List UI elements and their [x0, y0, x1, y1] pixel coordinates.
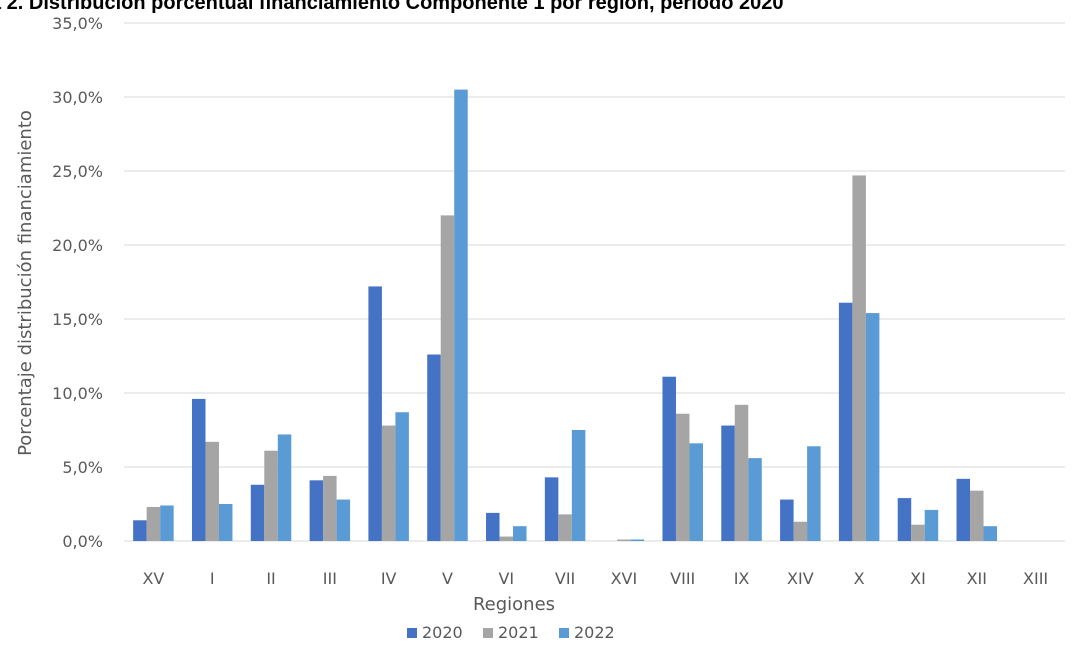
bar-2020-VIII	[662, 376, 676, 541]
bar-2020-V	[427, 354, 441, 541]
x-axis-title: Regiones	[473, 594, 555, 615]
bar-2022-XV	[160, 505, 174, 541]
x-tick-label: VIII	[670, 569, 695, 588]
bar-2021-I	[205, 441, 219, 541]
y-tick-label: 25,0%	[52, 162, 103, 181]
x-tick-label: XV	[142, 569, 164, 588]
legend-label-2022: 2022	[574, 623, 615, 642]
bar-2020-XIV	[780, 499, 794, 541]
x-tick-label: XII	[967, 569, 987, 588]
y-tick-label: 20,0%	[52, 236, 103, 255]
bar-2022-V	[454, 89, 468, 541]
bar-2020-IX	[721, 425, 735, 541]
y-tick-label: 5,0%	[62, 458, 103, 477]
bar-2022-II	[277, 434, 292, 541]
x-tick-label: I	[210, 569, 215, 588]
x-tick-label: VII	[555, 569, 575, 588]
x-axis-ticks: XV I II III IV V VI VII XVI VIII IX XIV X XI XII XIII	[142, 569, 1048, 588]
legend-swatch-2020	[407, 628, 417, 638]
bar-2021-XVI	[617, 539, 631, 541]
bar-2022-XIV	[807, 446, 821, 541]
y-tick-label: 15,0%	[52, 310, 103, 329]
x-tick-label: XI	[910, 569, 926, 588]
bar-2020-XV	[133, 520, 147, 541]
legend-swatch-2021	[483, 628, 493, 638]
bar-2022-I	[218, 504, 233, 541]
bar-2022-IX	[748, 458, 762, 541]
x-tick-label: IV	[381, 569, 397, 588]
x-tick-label: XIII	[1023, 569, 1048, 588]
bar-2022-XVI	[630, 539, 645, 541]
gridlines	[124, 22, 1065, 542]
y-tick-label: 30,0%	[52, 88, 103, 107]
bar-2021-III	[323, 475, 337, 541]
bar-2020-VI	[486, 512, 500, 541]
legend: 2020 2021 2022	[407, 623, 615, 642]
bar-2022-XI	[924, 509, 939, 541]
bar-2020-I	[191, 398, 206, 541]
bar-2021-VII	[558, 514, 572, 541]
bar-2020-VII	[544, 477, 559, 541]
bar-2022-VI	[513, 526, 527, 541]
y-tick-label: 35,0%	[52, 14, 103, 33]
bar-2022-X	[865, 313, 880, 541]
x-tick-label: X	[854, 569, 865, 588]
bar-2021-XIV	[793, 521, 808, 541]
bar-2022-VII	[571, 430, 586, 541]
x-tick-label: V	[442, 569, 453, 588]
bar-2022-VIII	[689, 443, 703, 541]
bar-2020-IV	[368, 286, 382, 541]
bar-2021-X	[852, 175, 866, 541]
bar-2020-XI	[897, 498, 912, 541]
bar-2022-IV	[395, 412, 409, 541]
bar-2020-III	[309, 480, 324, 541]
legend-label-2021: 2021	[498, 623, 539, 642]
legend-label-2020: 2020	[422, 623, 463, 642]
bar-2021-XV	[146, 506, 161, 541]
bars	[133, 89, 998, 541]
bar-2022-III	[336, 499, 351, 541]
legend-swatch-2022	[559, 628, 569, 638]
bar-2021-II	[264, 450, 278, 541]
bar-2021-IV	[381, 425, 396, 541]
bar-2020-X	[838, 302, 853, 541]
y-tick-label: 10,0%	[52, 384, 103, 403]
bar-2021-XII	[970, 490, 984, 541]
x-tick-label: XIV	[787, 569, 814, 588]
bar-2021-IX	[734, 404, 749, 541]
bar-2020-XII	[956, 478, 971, 541]
x-tick-label: XVI	[611, 569, 638, 588]
x-tick-label: III	[323, 569, 337, 588]
bar-2021-VI	[499, 536, 514, 541]
x-tick-label: VI	[498, 569, 514, 588]
bar-2020-II	[250, 484, 265, 541]
bar-2022-XII	[983, 526, 998, 541]
bar-2021-XI	[911, 524, 925, 541]
bar-2021-VIII	[675, 413, 690, 541]
x-tick-label: II	[266, 569, 275, 588]
chart-title: ura 2. Distribución porcentual financiam…	[0, 0, 784, 14]
bar-2021-V	[440, 215, 455, 541]
y-axis-ticks: 0,0% 5,0% 10,0% 15,0% 20,0% 25,0% 30,0% 35,0%	[52, 14, 103, 551]
x-tick-label: IX	[734, 569, 750, 588]
y-axis-title: Porcentaje distribución financiamiento	[15, 110, 36, 456]
y-tick-label: 0,0%	[62, 532, 103, 551]
